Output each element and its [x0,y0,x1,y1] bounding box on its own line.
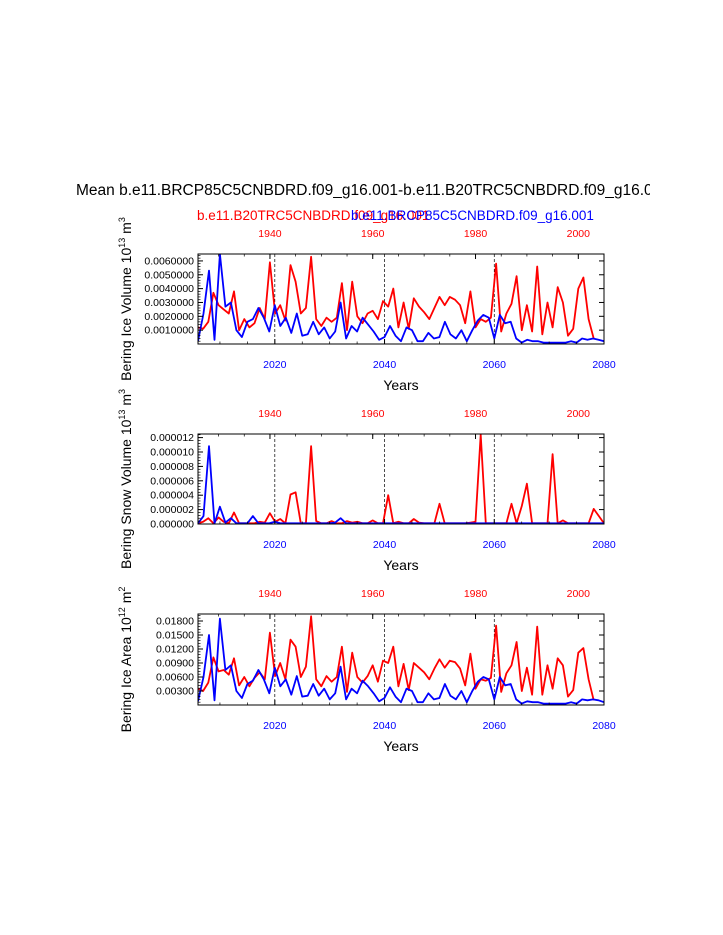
x-top-tick-label: 2000 [567,408,591,420]
y-tick-label: 0.000008 [150,461,194,473]
y-axis-title: Bering Ice Volume 1013 m3 [117,217,134,381]
y-tick-label: 0.0040000 [144,283,194,295]
y-tick-label: 0.000010 [150,447,194,459]
panel-2: 0.000000 0.000002 0.000004 0.000006 0.000008… [117,389,616,573]
y-tick-label: 0.01500 [156,630,194,642]
x-top-tick-label: 1980 [464,588,488,600]
x-bottom-tick-label: 2020 [263,539,287,551]
y-tick-label: 0.000002 [150,504,194,516]
x-bottom-tick-label: 2020 [263,720,287,732]
y-axis-title-superscript: 12 [117,607,127,617]
y-tick-label: 0.01200 [156,644,194,656]
y-tick-label: 0.0010000 [144,325,194,337]
x-top-tick-label: 1940 [258,408,282,420]
y-tick-label: 0.00300 [156,686,194,698]
x-top-tick-label: 1980 [464,408,488,420]
x-top-tick-label: 2000 [567,228,591,240]
legend-blue-series: b.e11.BRCP85C5CNBDRD.f09_g16.001 [351,208,594,223]
x-axis-title: Years [383,377,418,393]
y-tick-label: 0.000006 [150,475,194,487]
y-axis-title-superscript: 13 [117,410,127,420]
x-bottom-tick-label: 2060 [483,359,507,371]
x-top-tick-label: 1960 [361,408,385,420]
panel-1: 0.0010000 0.0020000 0.0030000 0.0040000 0.00… [117,217,616,393]
y-axis-title-superscript: 13 [117,238,127,248]
y-tick-label: 0.00900 [156,658,194,670]
x-top-tick-label: 1960 [361,588,385,600]
y-axis-title-part: m [118,592,134,608]
y-axis-title-part: Bering Snow Volume 10 [118,419,134,569]
y-tick-label: 0.000012 [150,432,194,444]
panel-3: 0.00300 0.00600 0.00900 0.01200 0.01500 0.018… [117,587,616,754]
x-axis-title: Years [383,738,418,754]
x-bottom-tick-label: 2080 [592,720,616,732]
series-blue-line [198,617,604,705]
x-bottom-tick-label: 2080 [592,359,616,371]
y-axis-title-part: Bering Ice Area 10 [118,617,134,732]
y-tick-label: 0.0060000 [144,255,194,267]
series-blue-line [198,254,604,344]
chart-title: Mean b.e11.BRCP85C5CNBDRD.f09_g16.001-b.… [76,182,650,199]
y-tick-label: 0.000000 [150,519,194,531]
x-bottom-tick-label: 2020 [263,359,287,371]
y-axis-title-superscript: 3 [117,217,127,222]
y-tick-label: 0.0050000 [144,269,194,281]
series-red-line [198,615,595,701]
x-axis-title: Years [383,557,418,573]
x-bottom-tick-label: 2040 [373,359,397,371]
series-blue-line [198,445,604,524]
series-red-line [198,255,595,339]
plot-frame [197,253,605,345]
plot-frame [197,433,605,525]
legend-red-series: b.e11.B20TRC5CNBDRD.f09_g16.001 [197,208,430,223]
plot-frame [197,613,605,706]
y-tick-label: 0.000004 [150,490,194,502]
y-axis-title: Bering Ice Area 1012 m2 [117,587,134,733]
y-tick-label: 0.0020000 [144,311,194,323]
y-axis-title-part: m [118,394,134,410]
y-axis-title-part: Bering Ice Volume 10 [118,248,134,381]
x-bottom-tick-label: 2060 [483,720,507,732]
x-top-tick-label: 2000 [567,588,591,600]
x-top-tick-label: 1980 [464,228,488,240]
y-axis-title-superscript: 3 [117,389,127,394]
x-top-tick-label: 1940 [258,588,282,600]
x-bottom-tick-label: 2040 [373,720,397,732]
y-axis-title-part: m [118,222,134,238]
series-red-line [198,434,604,524]
y-tick-label: 0.0030000 [144,297,194,309]
x-bottom-tick-label: 2060 [483,539,507,551]
x-top-tick-label: 1940 [258,228,282,240]
y-tick-label: 0.01800 [156,616,194,628]
y-axis-title: Bering Snow Volume 1013 m3 [117,389,134,569]
x-top-tick-label: 1960 [361,228,385,240]
x-bottom-tick-label: 2040 [373,539,397,551]
x-bottom-tick-label: 2080 [592,539,616,551]
y-axis-title-superscript: 2 [117,587,127,592]
y-tick-label: 0.00600 [156,672,194,684]
